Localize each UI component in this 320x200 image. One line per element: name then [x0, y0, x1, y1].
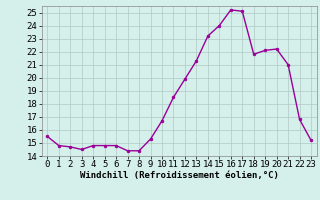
X-axis label: Windchill (Refroidissement éolien,°C): Windchill (Refroidissement éolien,°C)	[80, 171, 279, 180]
